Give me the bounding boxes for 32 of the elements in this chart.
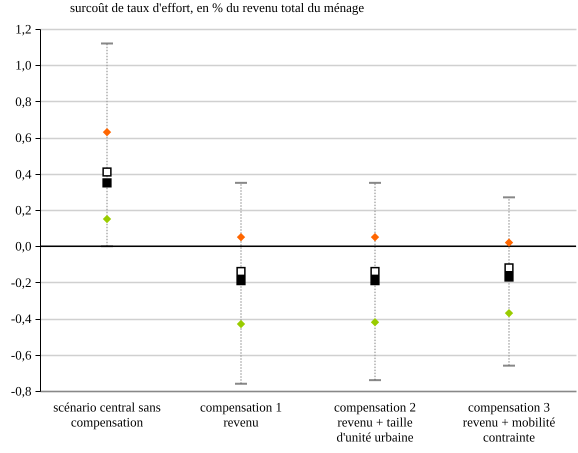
- y-tick-label: 0,0: [15, 238, 32, 254]
- y-tick-label: 0,8: [15, 94, 32, 109]
- y-tick-label: 0,2: [15, 202, 32, 218]
- point: [370, 232, 380, 242]
- point: [102, 214, 112, 224]
- y-tick-label: 1,0: [15, 58, 32, 73]
- y-tick-label: -0,4: [10, 311, 32, 326]
- point: [236, 232, 246, 242]
- x-tick-label: compensation 2 revenu + taille d'unité urbaine: [334, 400, 416, 444]
- point: [370, 276, 380, 286]
- y-tick-label: -0,8: [10, 384, 32, 398]
- y-tick-label: 1,2: [15, 22, 32, 36]
- point: [504, 308, 514, 318]
- point: [102, 128, 112, 136]
- chart-title: surcoût de taux d'effort, en % du revenu total du ménage: [70, 0, 364, 15]
- x-tick-label: compensation 3 revenu + mobilité contrainte: [462, 400, 556, 444]
- point: [370, 266, 380, 276]
- point: [236, 266, 246, 276]
- y-tick-label: -0,2: [10, 274, 32, 290]
- x-tick-label: compensation 1 revenu: [200, 400, 282, 430]
- point: [102, 167, 112, 177]
- point: [504, 238, 514, 247]
- y-tick-label: 0,4: [15, 166, 32, 182]
- y-tick-label: -0,6: [10, 347, 32, 362]
- point: [236, 276, 246, 286]
- point: [236, 320, 246, 328]
- y-tick-label: 0,6: [15, 130, 32, 146]
- point: [504, 272, 514, 282]
- point: [370, 318, 380, 326]
- point: [102, 178, 112, 188]
- point: [504, 263, 514, 273]
- x-tick-label: scénario central sans compensation: [53, 400, 161, 430]
